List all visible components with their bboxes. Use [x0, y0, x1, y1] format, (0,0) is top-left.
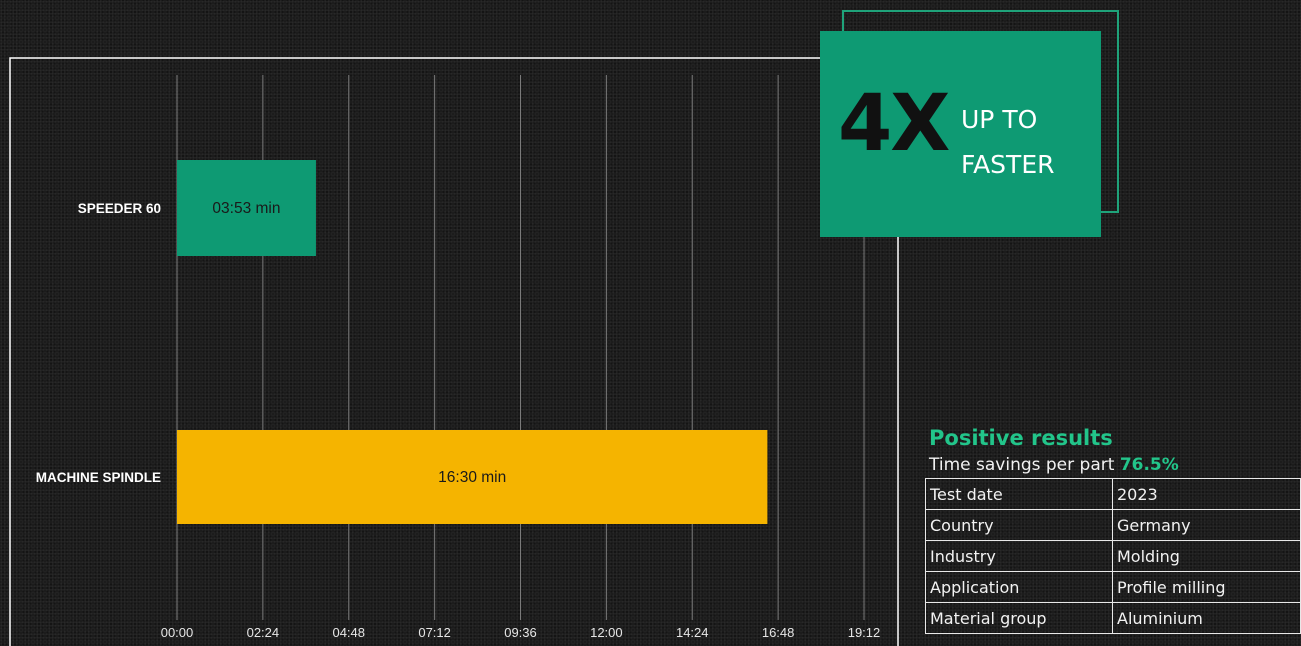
row-key: Material group [925, 602, 1113, 634]
row-value: Profile milling [1112, 571, 1301, 603]
table-row: Material group Aluminium [925, 602, 1301, 634]
table-row: Test date 2023 [925, 478, 1301, 510]
row-value: Germany [1112, 509, 1301, 541]
results-table: Test date 2023 Country Germany Industry … [925, 478, 1301, 634]
chart-frame [9, 57, 820, 646]
category-label: MACHINE SPINDLE [36, 470, 161, 485]
x-tick-label: 00:00 [161, 625, 194, 640]
row-key: Application [925, 571, 1113, 603]
bar [177, 430, 768, 524]
badge-multiplier: 4X [838, 79, 950, 169]
data-label: 16:30 min [438, 469, 506, 486]
row-value: Molding [1112, 540, 1301, 572]
x-tick-label: 07:12 [418, 625, 451, 640]
row-value: Aluminium [1112, 602, 1301, 634]
row-value: 2023 [1112, 478, 1301, 510]
savings-value: 76.5% [1119, 455, 1179, 475]
x-tick-label: 14:24 [676, 625, 709, 640]
bar [177, 160, 316, 256]
x-tick-label: 16:48 [762, 625, 795, 640]
speed-badge: 4X UP TO FASTER [820, 31, 1101, 237]
data-label: 03:53 min [212, 200, 280, 217]
category-label: SPEEDER 60 [78, 201, 161, 216]
savings-label: Time savings per part [929, 455, 1115, 475]
x-tick-label: 04:48 [332, 625, 365, 640]
row-key: Industry [925, 540, 1113, 572]
x-tick-label: 12:00 [590, 625, 623, 640]
badge-line-2: FASTER [961, 150, 1055, 179]
results-panel: Positive results Time savings per part 7… [925, 424, 1301, 634]
row-key: Country [925, 509, 1113, 541]
table-row: Application Profile milling [925, 571, 1301, 603]
results-subtitle: Time savings per part 76.5% [925, 452, 1301, 478]
table-row: Country Germany [925, 509, 1301, 541]
x-tick-label: 19:12 [848, 625, 881, 640]
table-row: Industry Molding [925, 540, 1301, 572]
x-tick-label: 09:36 [504, 625, 537, 640]
x-tick-label: 02:24 [247, 625, 280, 640]
row-key: Test date [925, 478, 1113, 510]
results-title: Positive results [929, 426, 1113, 450]
badge-line-1: UP TO [961, 105, 1038, 134]
